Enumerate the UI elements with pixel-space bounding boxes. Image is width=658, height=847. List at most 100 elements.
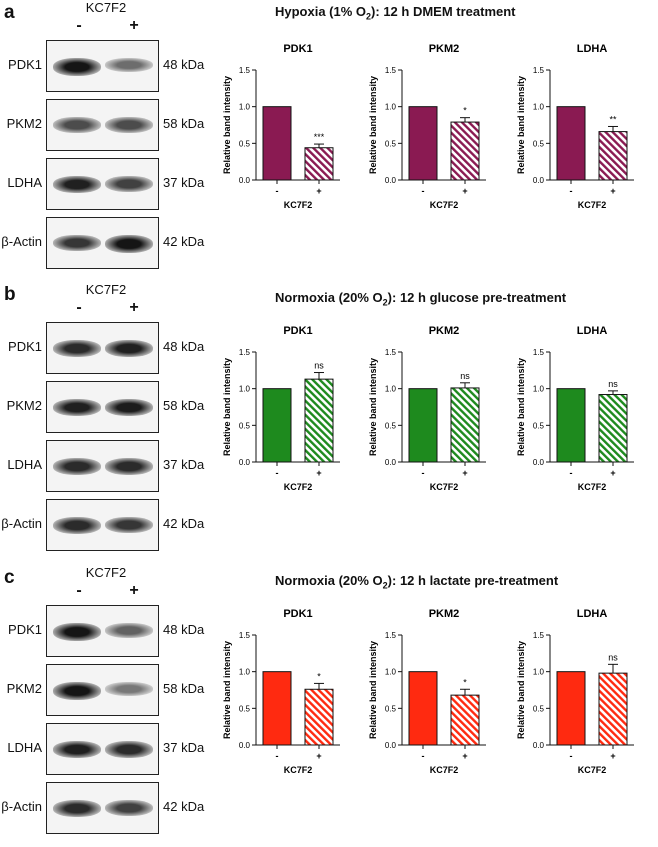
- y-tick-label: 1.0: [533, 103, 545, 112]
- y-tick-label: 1.0: [239, 385, 251, 394]
- panel-b: b Normoxia (20% O2): 12 h glucose pre-tre…: [0, 282, 658, 564]
- x-tick-label: +: [610, 186, 615, 196]
- x-tick-label: -: [276, 468, 279, 478]
- molecular-weight-label: 48 kDa: [163, 622, 205, 637]
- condition-text: Normoxia (20% O: [275, 290, 383, 305]
- protein-band: [105, 517, 153, 533]
- y-tick-label: 0.5: [385, 421, 397, 430]
- y-tick-label: 1.5: [385, 348, 397, 357]
- y-tick-label: 0.5: [385, 139, 397, 148]
- blot-box: [46, 99, 159, 151]
- bar-chart-c-pdk1: PDK1 Relative band intensity 0.0 0.5 1.0 1.5 -…: [222, 608, 340, 775]
- y-tick-label: 0.0: [533, 176, 545, 185]
- molecular-weight-label: 58 kDa: [163, 681, 205, 696]
- chart-title: PKM2: [429, 325, 460, 337]
- protein-label: PKM2: [6, 398, 42, 413]
- y-tick-label: 1.5: [533, 66, 545, 75]
- protein-band: [53, 741, 101, 758]
- y-tick-label: 0.5: [239, 704, 251, 713]
- protein-band: [53, 340, 101, 357]
- panel-c: c Normoxia (20% O2): 12 h lactate pre-tre…: [0, 565, 658, 847]
- protein-label: β-Actin: [1, 516, 42, 531]
- y-tick-label: 1.5: [239, 66, 251, 75]
- blot-treatment-label: KC7F2: [85, 565, 127, 580]
- significance-label: *: [463, 677, 467, 687]
- x-tick-label: +: [462, 751, 467, 761]
- y-tick-label: 1.5: [533, 631, 545, 640]
- y-axis-label: Relative band intensity: [368, 641, 378, 739]
- protein-label: LDHA: [7, 457, 42, 472]
- bar-chart-c-ldha: LDHA Relative band intensity 0.0 0.5 1.0 1.5 -…: [516, 608, 634, 775]
- y-tick-label: 1.0: [239, 103, 251, 112]
- x-axis-label: KC7F2: [578, 765, 607, 775]
- condition-text-end: ): 12 h glucose pre-treatment: [387, 290, 567, 305]
- protein-band: [53, 517, 101, 534]
- y-tick-label: 0.5: [533, 421, 545, 430]
- y-tick-label: 0.0: [385, 741, 397, 750]
- x-tick-label: -: [422, 186, 425, 196]
- y-axis-label: Relative band intensity: [368, 76, 378, 174]
- protein-band: [53, 399, 101, 416]
- chart-title: PDK1: [283, 43, 312, 55]
- molecular-weight-label: 37 kDa: [163, 175, 205, 190]
- y-tick-label: 1.0: [385, 103, 397, 112]
- y-tick-label: 0.5: [533, 139, 545, 148]
- protein-band: [53, 800, 101, 817]
- y-tick-label: 1.0: [385, 385, 397, 394]
- blot-box: [46, 605, 159, 657]
- chart-title: PDK1: [283, 608, 312, 620]
- protein-band: [105, 399, 153, 416]
- bar-treated: [450, 121, 480, 181]
- y-tick-label: 1.5: [385, 631, 397, 640]
- x-tick-label: -: [422, 751, 425, 761]
- molecular-weight-label: 42 kDa: [163, 234, 205, 249]
- x-tick-label: -: [422, 468, 425, 478]
- protein-band: [105, 176, 153, 192]
- blot-box: [46, 499, 159, 551]
- protein-band: [105, 117, 153, 133]
- x-axis-label: KC7F2: [430, 765, 459, 775]
- condition-subscript: 2: [382, 297, 388, 308]
- x-axis-label: KC7F2: [430, 200, 459, 210]
- bar-chart-a-pkm2: PKM2 Relative band intensity 0.0 0.5 1.0 1.5 -…: [368, 43, 486, 210]
- y-tick-label: 0.0: [385, 458, 397, 467]
- protein-label: PDK1: [8, 339, 42, 354]
- significance-label: ***: [314, 132, 325, 142]
- protein-label: β-Actin: [1, 234, 42, 249]
- y-axis-label: Relative band intensity: [516, 76, 526, 174]
- blot-box: [46, 381, 159, 433]
- molecular-weight-label: 58 kDa: [163, 116, 205, 131]
- y-tick-label: 0.5: [385, 704, 397, 713]
- x-axis-label: KC7F2: [430, 482, 459, 492]
- x-axis-label: KC7F2: [284, 765, 313, 775]
- bar-chart-a-ldha: LDHA Relative band intensity 0.0 0.5 1.0 1.5 -…: [516, 43, 634, 210]
- bar-chart-a-pdk1: PDK1 Relative band intensity 0.0 0.5 1.0 1.5 -…: [222, 43, 340, 210]
- panel-label: a: [4, 2, 15, 23]
- y-tick-label: 1.0: [533, 668, 545, 677]
- x-tick-label: +: [316, 751, 321, 761]
- protein-band: [53, 176, 101, 193]
- condition-subscript: 2: [382, 580, 388, 591]
- y-tick-label: 0.0: [385, 176, 397, 185]
- y-tick-label: 0.5: [533, 704, 545, 713]
- protein-band: [105, 340, 153, 357]
- y-tick-label: 1.0: [239, 668, 251, 677]
- lane-sign: -: [76, 299, 82, 316]
- y-tick-label: 1.5: [239, 631, 251, 640]
- x-tick-label: +: [610, 468, 615, 478]
- condition-text: Normoxia (20% O: [275, 573, 383, 588]
- x-tick-label: -: [570, 468, 573, 478]
- significance-label: **: [609, 114, 617, 124]
- protein-label: PKM2: [6, 116, 42, 131]
- y-axis-label: Relative band intensity: [516, 641, 526, 739]
- y-axis-label: Relative band intensity: [516, 358, 526, 456]
- molecular-weight-label: 58 kDa: [163, 398, 205, 413]
- protein-band: [53, 623, 101, 641]
- bar-treated: [598, 131, 628, 181]
- blot-box: [46, 723, 159, 775]
- bar-treated: [304, 688, 334, 746]
- x-axis-label: KC7F2: [578, 482, 607, 492]
- protein-label: PDK1: [8, 622, 42, 637]
- blot-treatment-label: KC7F2: [85, 282, 127, 297]
- significance-label: ns: [608, 652, 618, 662]
